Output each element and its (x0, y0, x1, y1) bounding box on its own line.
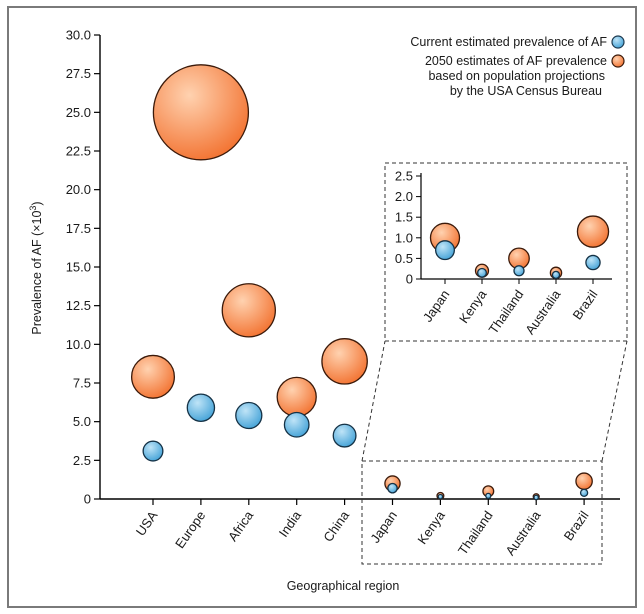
x-tick-label: Thailand (455, 508, 496, 557)
inset-frame (384, 162, 628, 342)
inset-bubble-current-kenya (477, 267, 487, 278)
bubble-current-china (332, 423, 357, 448)
bubble-current-india (283, 411, 310, 438)
y-tick-label: 2.5 (73, 453, 91, 468)
legend-future-label-line3: by the USA Census Bureau (450, 84, 602, 98)
y-tick-label: 17.5 (66, 221, 91, 236)
x-tick-label: Brazil (561, 508, 592, 543)
bubble-current-japan (387, 482, 398, 494)
inset-y-tick-label: 1.0 (395, 230, 413, 245)
zoom-source-box (361, 460, 603, 565)
inset-x-tick-label: Australia (522, 286, 564, 337)
inset-x-tick-label: Kenya (456, 286, 490, 325)
chart-border (7, 6, 637, 608)
x-tick-label: Australia (502, 507, 544, 558)
inset-bubble-2050-brazil (576, 215, 610, 248)
bubble-2050-africa (221, 283, 276, 338)
bubble-current-australia (533, 494, 540, 501)
inset-x-tick-label: Thailand (486, 287, 527, 336)
y-tick-label: 7.5 (73, 376, 91, 391)
inset-y-tick-label: 2.5 (395, 169, 413, 184)
y-axis-title: Prevalence of AF (×103) (28, 201, 44, 334)
inset-y-tick-label: 1.5 (395, 210, 413, 225)
legend: Current estimated prevalence of AF 2050 … (410, 35, 625, 98)
x-tick-label: Africa (225, 507, 257, 543)
inset-y-tick-label: 0.5 (395, 251, 413, 266)
y-tick-label: 27.5 (66, 66, 91, 81)
bubble-current-kenya (437, 493, 444, 500)
y-tick-label: 5.0 (73, 414, 91, 429)
inset-bubble-current-japan (434, 240, 456, 261)
bubble-2050-brazil (575, 472, 593, 491)
bubble-2050-china (321, 338, 368, 385)
x-tick-label: China (320, 507, 352, 544)
bubble-current-usa (142, 440, 164, 462)
inset-bubble-current-thailand (513, 265, 525, 277)
bubble-2050-europe (152, 64, 250, 161)
inset-x-tick-label: Brazil (570, 287, 601, 322)
main-axes: 0 2.5 5.0 7.5 10.0 12.5 15.0 17.5 20.0 22.5 25.0 27… (66, 28, 620, 558)
inset-bubble-current-australia (551, 270, 561, 280)
y-tick-label: 12.5 (66, 298, 91, 313)
bubble-current-thailand (485, 492, 492, 500)
x-tick-label: Kenya (414, 507, 448, 546)
bubble-current-europe (186, 393, 216, 422)
x-tick-label: India (276, 507, 305, 539)
y-tick-label: 20.0 (66, 182, 91, 197)
bubble-current-brazil (579, 488, 589, 498)
y-tick-label: 0 (84, 492, 91, 507)
main-bubbles (130, 64, 593, 501)
x-tick-label: Europe (172, 508, 208, 551)
zoom-connector-right (601, 340, 628, 462)
x-tick-label: Japan (367, 508, 400, 546)
y-tick-label: 22.5 (66, 144, 91, 159)
zoom-connector-left (361, 340, 386, 462)
zoom-guides (361, 162, 628, 565)
legend-future-label-line1: 2050 estimates of AF prevalence (425, 54, 607, 68)
inset-x-tick-label: Japan (420, 287, 453, 325)
bubble-current-africa (235, 401, 263, 430)
legend-future-label-line2: based on population projections (428, 69, 605, 83)
inset-chart: 0 0.5 1.0 1.5 2.0 2.5 Japan KenyaThailandAustra… (395, 169, 612, 337)
y-tick-label: 15.0 (66, 260, 91, 275)
bubble-2050-usa (130, 354, 176, 399)
y-tick-label: 25.0 (66, 105, 91, 120)
bubble-2050-india (276, 376, 317, 418)
legend-current-marker (611, 35, 625, 49)
x-tick-label: USA (133, 508, 161, 539)
x-axis-title: Geographical region (287, 579, 400, 593)
y-tick-label: 30.0 (66, 28, 91, 43)
legend-current-label: Current estimated prevalence of AF (410, 35, 607, 49)
inset-bubble-current-brazil (585, 254, 601, 271)
inset-y-tick-label: 2.0 (395, 189, 413, 204)
y-tick-label: 10.0 (66, 337, 91, 352)
inset-y-tick-label: 0 (406, 272, 413, 287)
legend-future-marker (611, 54, 625, 68)
